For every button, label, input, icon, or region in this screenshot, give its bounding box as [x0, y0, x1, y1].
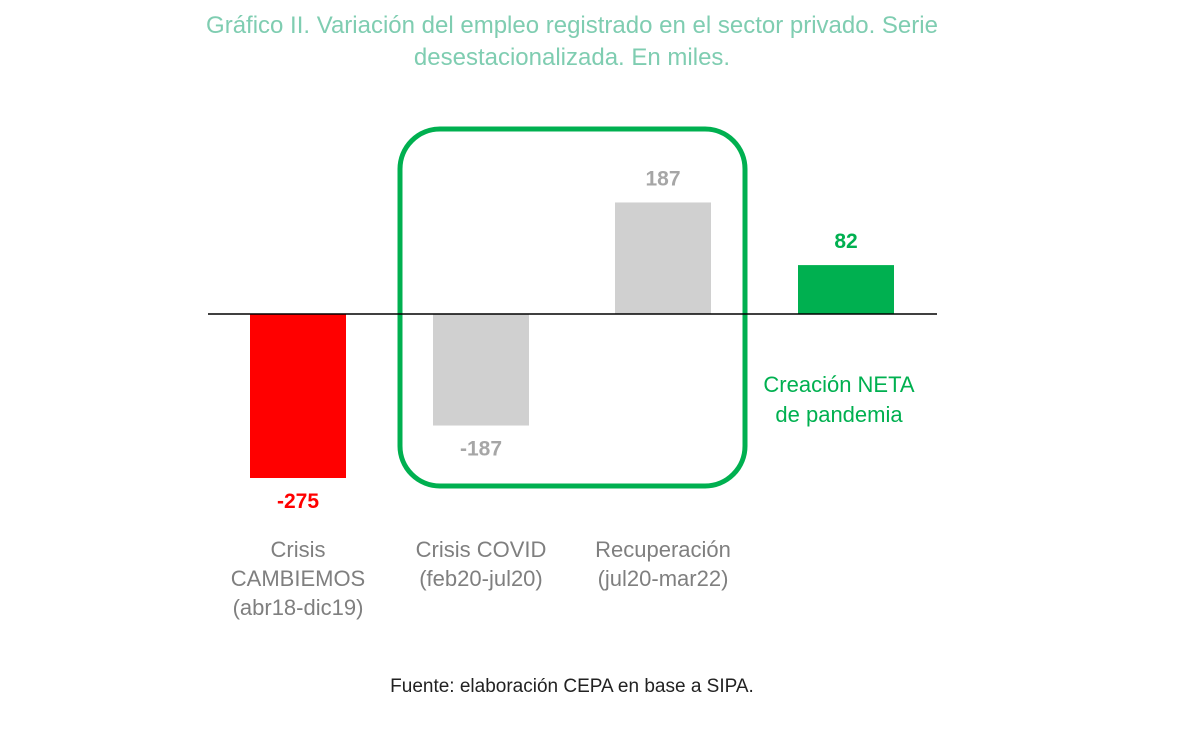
- category-label-2: (feb20-jul20): [419, 566, 543, 591]
- bar-1: [250, 314, 346, 478]
- value-label-4: 82: [834, 230, 857, 253]
- annotation-net-creation: Creación NETA: [763, 372, 915, 397]
- source-note: Fuente: elaboración CEPA en base a SIPA.: [390, 676, 754, 697]
- bar-2: [433, 314, 529, 426]
- annotation-net-creation: de pandemia: [775, 402, 903, 427]
- chart-title: Gráfico II. Variación del empleo registr…: [206, 12, 938, 71]
- pandemic-highlight-box: [397, 126, 748, 489]
- value-label-1: -275: [277, 490, 319, 513]
- category-label-3: (jul20-mar22): [598, 566, 729, 591]
- category-label-1: (abr18-dic19): [233, 595, 364, 620]
- category-label-1: CAMBIEMOS: [231, 566, 365, 591]
- value-label-2: -187: [460, 438, 502, 461]
- bar-3: [615, 202, 711, 314]
- value-label-3: 187: [645, 167, 680, 190]
- category-label-1: Crisis: [271, 537, 326, 562]
- category-label-3: Recuperación: [595, 537, 731, 562]
- category-label-2: Crisis COVID: [416, 537, 547, 562]
- bar-4: [798, 265, 894, 314]
